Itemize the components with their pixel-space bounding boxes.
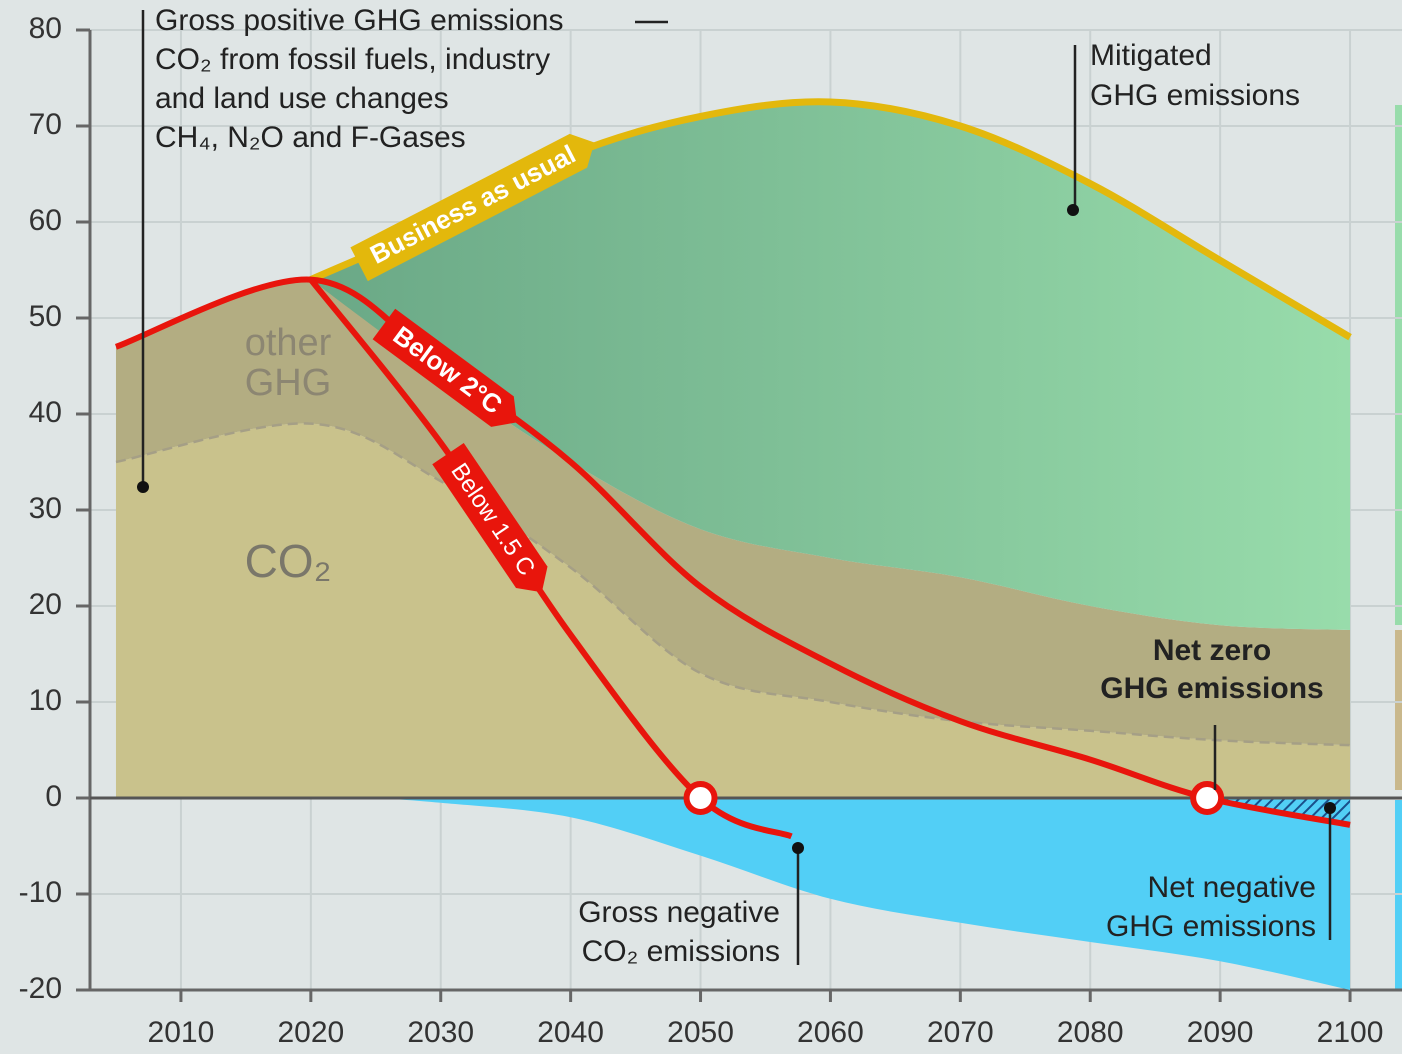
y-tick-label: -10 <box>19 876 62 909</box>
y-tick-label: 50 <box>29 300 62 333</box>
leader-dot <box>137 481 149 493</box>
y-tick-label: 60 <box>29 204 62 237</box>
area-label-line: other <box>245 322 332 364</box>
y-tick-label: 20 <box>29 588 62 621</box>
annotation: GHG emissions <box>1090 79 1300 112</box>
annotation: and land use changes <box>155 82 449 115</box>
annotation: Gross positive GHG emissions <box>155 4 563 37</box>
side-bar <box>1395 105 1402 625</box>
x-tick-label: 2060 <box>797 1016 864 1049</box>
area-label-line: GHG <box>245 362 332 404</box>
side-bar <box>1395 630 1402 790</box>
annotation: CH₄, N₂O and F-Gases <box>155 121 466 154</box>
leader-dot <box>1324 802 1336 814</box>
area-label: other GHG <box>245 322 332 404</box>
mitigated-area <box>310 101 1351 631</box>
area-label: CO₂ <box>245 535 332 587</box>
x-tick-label: 2090 <box>1187 1016 1254 1049</box>
leader-dot <box>1067 204 1079 216</box>
y-tick-label: 70 <box>29 108 62 141</box>
tag-shape <box>432 442 548 593</box>
x-tick-label: 2070 <box>927 1016 994 1049</box>
tag-shape <box>350 133 595 282</box>
annotation: CO₂ from fossil fuels, industry <box>155 43 550 76</box>
y-tick-label: -20 <box>19 972 62 1005</box>
y-tick-label: 40 <box>29 396 62 429</box>
annotation: GHG emissions <box>1106 910 1316 943</box>
area <box>375 798 1351 990</box>
x-tick-label: 2080 <box>1057 1016 1124 1049</box>
x-tick-label: 2050 <box>667 1016 734 1049</box>
y-tick-label: 10 <box>29 684 62 717</box>
leader-dot <box>792 842 804 854</box>
y-tick-label: 30 <box>29 492 62 525</box>
y-tick-label: 80 <box>29 12 62 45</box>
net-zero-marker <box>1190 781 1225 815</box>
net-zero-marker <box>683 781 718 815</box>
x-tick-label: 2010 <box>148 1016 215 1049</box>
x-tick-label: 2100 <box>1317 1016 1384 1049</box>
annotation: Mitigated <box>1090 39 1212 72</box>
annotation: Net zero <box>1153 634 1271 667</box>
area <box>115 279 1351 746</box>
line <box>115 276 1351 828</box>
annotation: Gross negative <box>578 896 780 929</box>
x-tick-label: 2040 <box>537 1016 604 1049</box>
x-tick-label: 2020 <box>277 1016 344 1049</box>
x-tick-label: 2030 <box>407 1016 474 1049</box>
annotation: CO₂ emissions <box>582 935 780 968</box>
annotation: Net negative <box>1148 871 1316 904</box>
y-tick-label: 0 <box>45 780 62 813</box>
area <box>115 423 1351 798</box>
boundary-line <box>115 422 1351 747</box>
annotation: GHG emissions <box>1100 672 1323 705</box>
tag-shape <box>372 308 517 427</box>
